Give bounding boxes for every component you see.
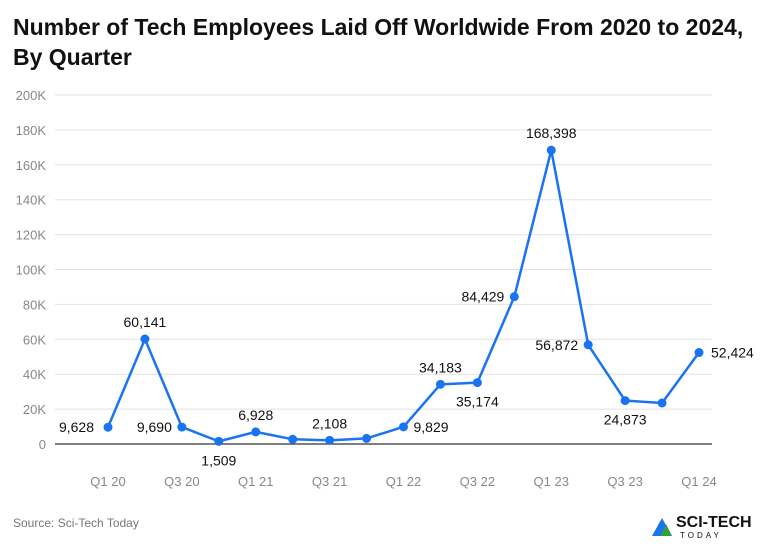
- x-tick-label: Q1 20: [90, 474, 125, 489]
- data-point: [399, 422, 408, 432]
- data-label: 9,829: [414, 419, 449, 435]
- data-point: [177, 422, 187, 432]
- data-point: [251, 427, 261, 437]
- data-label: 1,509: [201, 452, 236, 468]
- data-label: 34,183: [419, 359, 462, 375]
- y-tick-label: 80K: [23, 297, 46, 312]
- y-tick-label: 120K: [16, 228, 47, 243]
- y-tick-label: 60K: [23, 332, 46, 347]
- x-tick-label: Q1 22: [386, 474, 421, 489]
- data-label: 168,398: [526, 125, 577, 141]
- data-label: 52,424: [711, 345, 754, 361]
- series-line: [106, 148, 701, 443]
- x-tick-label: Q3 23: [607, 474, 642, 489]
- x-tick-label: Q1 23: [534, 474, 569, 489]
- data-point: [694, 348, 704, 358]
- data-label: 60,141: [124, 314, 167, 330]
- svg-text:TODAY: TODAY: [680, 531, 722, 540]
- chart-title: Number of Tech Employees Laid Off Worldw…: [13, 14, 744, 70]
- data-label: 9,628: [59, 419, 94, 435]
- y-tick-label: 160K: [16, 158, 47, 173]
- data-label: 9,690: [137, 419, 172, 435]
- x-tick-label: Q1 24: [681, 474, 716, 489]
- sci-tech-logo: SCI-TECH TODAY: [650, 510, 760, 544]
- data-point: [288, 434, 298, 444]
- svg-text:SCI-TECH: SCI-TECH: [676, 514, 752, 531]
- y-tick-label: 20K: [23, 402, 46, 417]
- data-point: [583, 340, 593, 350]
- data-label: 6,928: [238, 407, 273, 423]
- source-note: Source: Sci-Tech Today: [13, 516, 139, 530]
- y-tick-label: 100K: [16, 263, 47, 278]
- x-tick-label: Q3 22: [460, 474, 495, 489]
- data-point: [620, 396, 630, 406]
- y-tick-label: 200K: [16, 88, 47, 103]
- x-tick-label: Q1 21: [238, 474, 273, 489]
- data-label: 84,429: [461, 289, 504, 305]
- data-point: [472, 378, 482, 388]
- data-point: [362, 433, 372, 443]
- y-tick-label: 40K: [23, 367, 46, 382]
- data-point: [214, 436, 224, 446]
- data-point: [435, 379, 445, 389]
- y-tick-label: 140K: [16, 193, 47, 208]
- data-point: [509, 292, 519, 302]
- data-label: 56,872: [535, 337, 578, 353]
- data-point: [546, 145, 556, 155]
- data-point: [140, 334, 150, 344]
- data-point: [103, 422, 113, 432]
- y-tick-label: 180K: [16, 123, 47, 138]
- data-label: 24,873: [604, 412, 647, 428]
- data-point: [325, 435, 335, 445]
- x-tick-label: Q3 21: [312, 474, 347, 489]
- y-tick-label: 0: [39, 437, 46, 452]
- data-label: 35,174: [456, 394, 499, 410]
- data-label: 2,108: [312, 415, 347, 431]
- data-point: [657, 398, 667, 408]
- x-tick-label: Q3 20: [164, 474, 199, 489]
